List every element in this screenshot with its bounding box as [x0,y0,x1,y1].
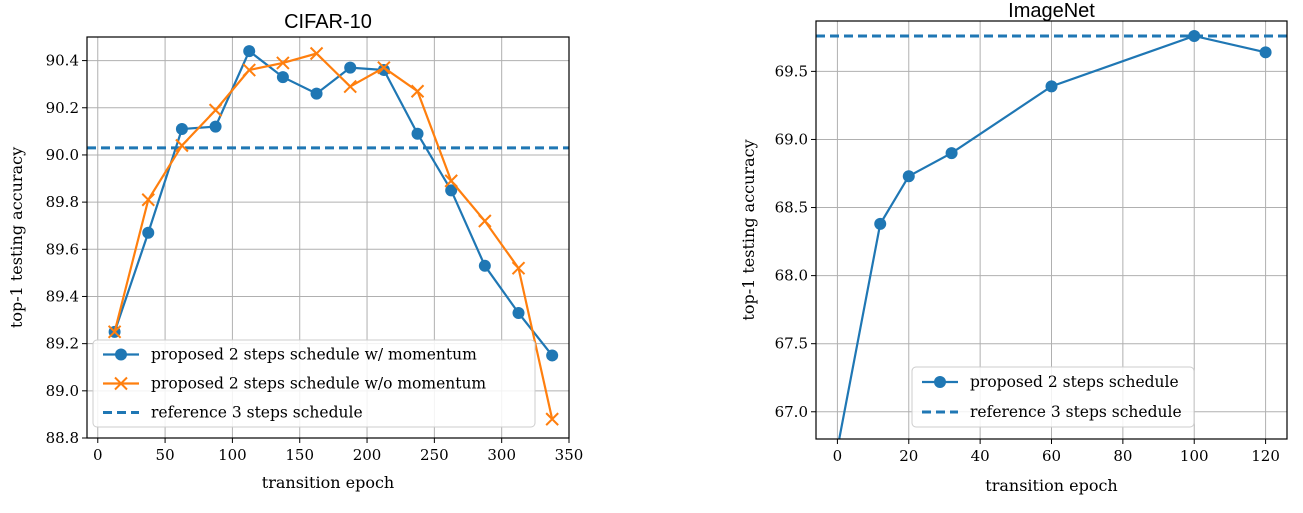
data-point [511,261,526,275]
y-tick-label: 68.0 [775,267,808,285]
data-point [1045,80,1058,93]
legend-label: proposed 2 steps schedule w/o momentum [151,375,486,393]
x-tick-label: 120 [1251,447,1280,465]
legend: proposed 2 steps schedule reference 3 ste… [911,366,1195,428]
chart-imagenet: 0 20 40 60 80 100 120 67.0 67.5 68.0 68.5 69.0 69.5 I… [739,0,1288,495]
data-point [545,412,559,426]
axes-frame [815,20,1288,440]
data-point [175,138,189,153]
x-tick-label: 250 [420,446,449,464]
data-point [310,87,323,100]
data-point [377,60,391,75]
x-tick-label: 40 [971,447,990,465]
y-tick-label: 88.8 [46,429,79,447]
y-tick-label: 89.0 [46,382,79,400]
data-point [175,122,188,135]
data-point [410,84,425,98]
data-point [377,64,390,77]
data-point [902,170,915,183]
x-tick-label: 0 [93,446,103,464]
x-tick-label: 300 [487,446,516,464]
y-tick-label: 90.2 [46,99,79,117]
x-tick-label: 0 [833,447,843,465]
chart-cifar10: 0 50 100 150 200 250 300 350 88.8 89.0 89.2 89.4 89.… [7,11,583,492]
data-point [411,127,424,140]
data-point [309,46,324,61]
legend-label: proposed 2 steps schedule [970,373,1179,391]
legend-label: reference 3 steps schedule [970,403,1182,421]
data-point [344,61,357,74]
y-axis-label: top-1 testing accuracy [739,139,758,320]
y-tick-label: 69.5 [775,62,808,80]
x-axis-label: transition epoch [262,473,394,492]
plot-area [87,45,569,426]
x-axis-label: transition epoch [985,476,1117,495]
legend-label: reference 3 steps schedule [151,404,363,422]
data-point [444,174,458,188]
x-tick-label: 100 [1180,447,1209,465]
y-tick-label: 89.8 [46,193,79,211]
data-point [343,79,357,94]
legend-box [911,366,1195,428]
legend-marker [114,376,128,391]
x-tick-label: 350 [555,446,584,464]
y-tick-label: 68.5 [775,199,808,217]
data-point [445,184,458,197]
legend: proposed 2 steps schedule w/ momentum pro… [92,339,536,428]
y-tick-label: 90.0 [46,146,79,164]
y-tick-label: 89.2 [46,335,79,353]
y-tick-label: 69.0 [775,130,808,148]
data-point [243,45,256,58]
data-point [945,147,958,160]
data-point [1188,29,1201,42]
legend-marker [934,376,946,388]
data-point [242,63,256,77]
data-point [478,259,491,272]
data-point [142,226,155,239]
data-point [208,103,223,117]
x-tick-label: 60 [1042,447,1061,465]
data-point [107,325,122,339]
y-tick-label: 67.0 [775,403,808,421]
data-point [512,306,525,319]
y-tick-label: 89.4 [46,287,79,305]
data-point [478,214,492,228]
chart-title: ImageNet [1008,0,1095,22]
plot-area [816,29,1287,439]
x-tick-label: 20 [899,447,918,465]
data-point [141,193,155,207]
y-tick-label: 67.5 [775,335,808,353]
x-tick-label: 100 [218,446,247,464]
y-axis-label: top-1 testing accuracy [7,147,26,328]
x-tick-label: 200 [353,446,382,464]
x-tick-label: 50 [156,446,175,464]
legend-box [92,339,536,428]
y-tick-label: 89.6 [46,240,79,258]
data-point [1259,46,1272,59]
x-tick-label: 150 [285,446,314,464]
legend-label: proposed 2 steps schedule w/ momentum [151,346,477,364]
data-point [874,217,887,230]
y-tick-label: 90.4 [46,52,79,70]
series-line [113,49,554,357]
data-point [546,349,559,362]
legend-marker [115,348,127,361]
data-point [276,56,290,70]
axes-frame [86,36,570,439]
x-tick-label: 80 [1113,447,1132,465]
data-point [209,120,222,133]
chart-title: CIFAR-10 [284,11,372,33]
data-point [276,71,289,84]
